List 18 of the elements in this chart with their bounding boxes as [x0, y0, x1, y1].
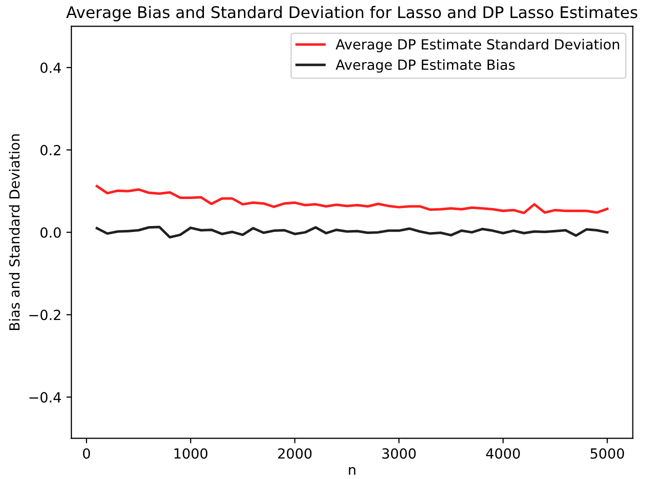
- x-axis-title: n: [348, 467, 356, 475]
- line-series: [96, 184, 609, 214]
- y-axis-title: Bias and Standard Deviation: [8, 134, 20, 330]
- x-tick-label: 1000: [174, 448, 208, 459]
- x-tick-label: 3000: [382, 448, 416, 459]
- line-series: [96, 226, 609, 239]
- y-tick-label: 0.2: [40, 144, 60, 156]
- chart-title: Average Bias and Standard Deviation for Lasso and DP Lasso Estimates: [66, 6, 638, 22]
- legend-label: Average DP Estimate Bias: [336, 59, 515, 73]
- legend-label: Average DP Estimate Standard Deviation: [336, 38, 620, 52]
- x-tick-label: 2000: [278, 448, 312, 459]
- x-tick-label: 0: [82, 448, 90, 459]
- x-tick-label: 5000: [590, 448, 624, 459]
- y-tick-label: −0.2: [29, 310, 60, 320]
- y-tick-label: 0.0: [40, 227, 61, 238]
- x-tick-label: 4000: [486, 448, 520, 459]
- y-tick-label: −0.4: [29, 392, 61, 403]
- y-tick-label: 0.4: [40, 62, 61, 74]
